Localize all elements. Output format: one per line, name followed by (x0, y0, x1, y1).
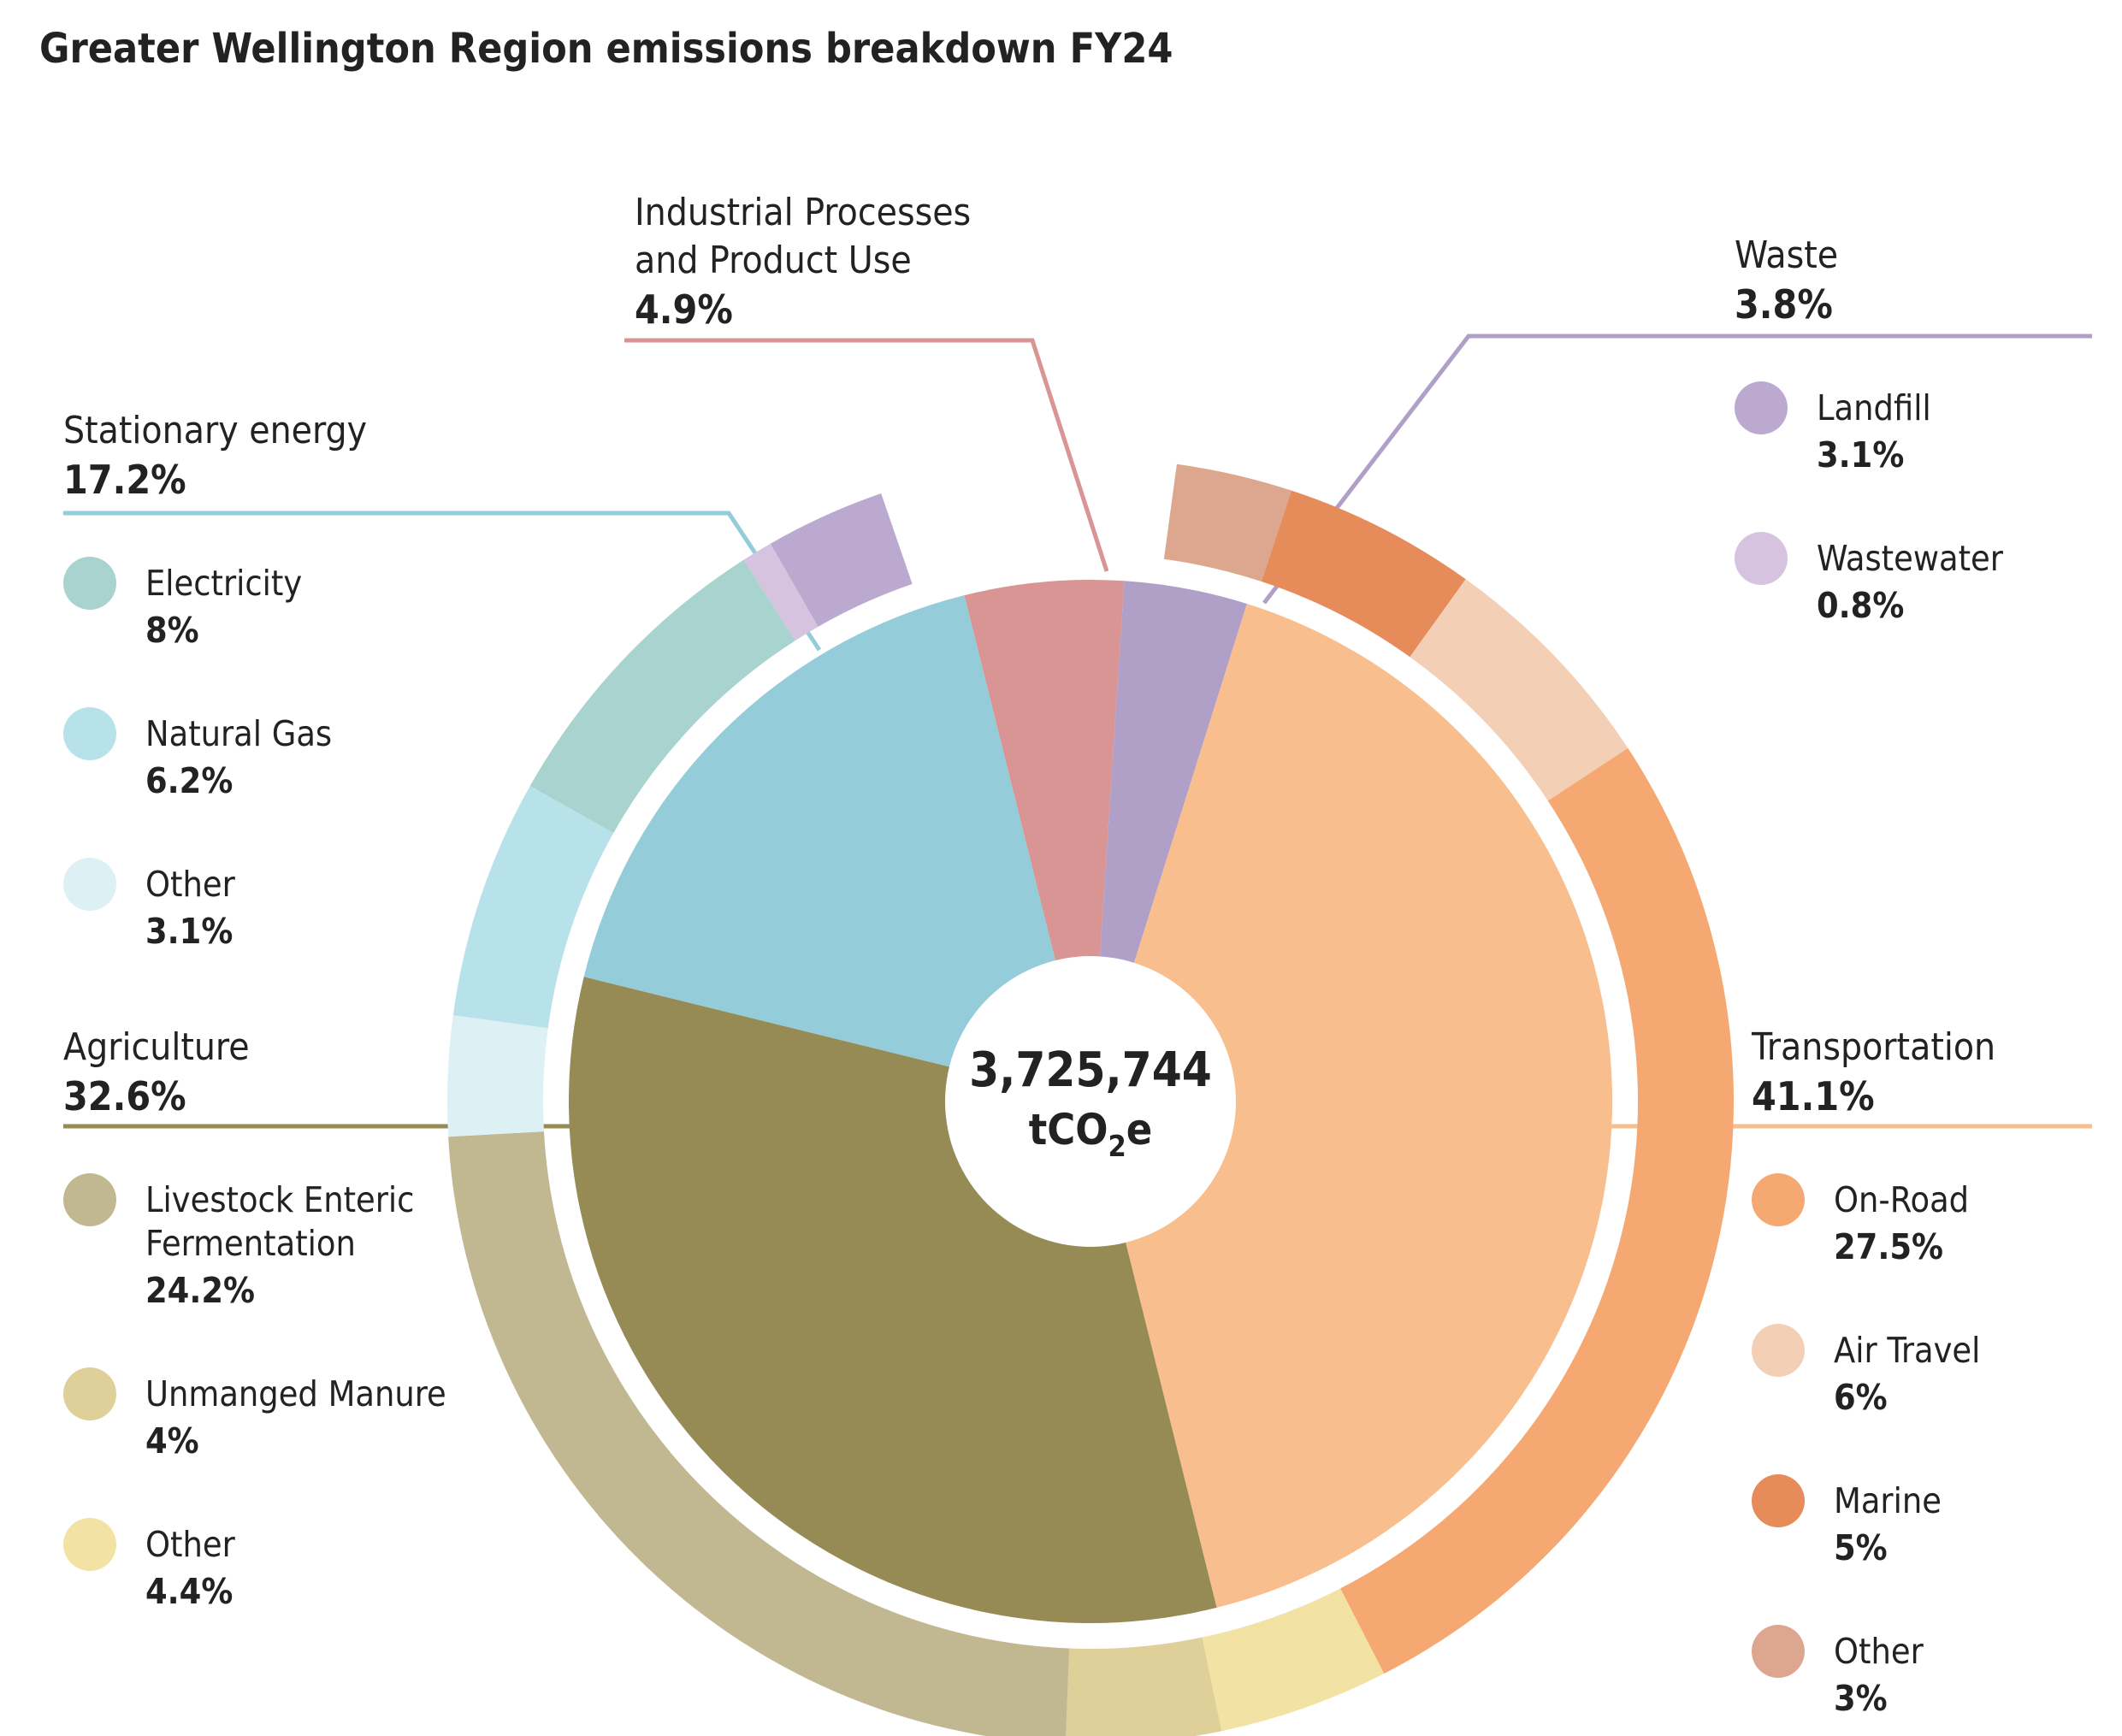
group-name-industrial: and Product Use (635, 239, 912, 282)
group-percent-agriculture: 32.6% (63, 1073, 186, 1119)
outer-ring (447, 464, 1734, 1736)
legend-percent: 4.4% (145, 1571, 233, 1612)
legend-item-stationary-2: Other 3.1% (63, 858, 236, 952)
legend-percent: 0.8% (1817, 585, 1904, 626)
ring-segment-waste-0 (770, 493, 913, 627)
legend-swatch (1752, 1324, 1805, 1377)
legend-item-transport-1: Air Travel 6% (1752, 1324, 1980, 1418)
group-name-agriculture: Agriculture (63, 1025, 250, 1069)
legend-label: Livestock Enteric (145, 1179, 414, 1220)
ring-segment-transport-0 (1340, 747, 1734, 1674)
legend-swatch (1752, 1474, 1805, 1527)
legend-swatch (1752, 1173, 1805, 1226)
legend-item-transport-2: Marine 5% (1752, 1474, 1942, 1568)
ring-segment-waste-1 (743, 543, 819, 641)
legend-label: Landfill (1817, 387, 1931, 428)
label-group-stationary: Stationary energy 17.2% Electricity 8% Natur… (63, 409, 367, 952)
center-total: 3,725,744 tCO2e (969, 1042, 1212, 1164)
ring-segment-agriculture-2 (1202, 1588, 1385, 1732)
legend-percent: 6% (1834, 1377, 1888, 1418)
group-name-stationary: Stationary energy (63, 409, 367, 452)
legend-swatch (63, 707, 116, 760)
legend-label: Other (1834, 1631, 1924, 1672)
group-name-industrial: Industrial Processes (635, 191, 971, 234)
group-percent-industrial: 4.9% (635, 286, 733, 333)
legend-item-agriculture-1: Unmanged Manure 4% (63, 1367, 446, 1461)
ring-segment-stationary-2 (447, 1015, 548, 1137)
legend-swatch (1735, 381, 1788, 434)
legend-item-stationary-1: Natural Gas 6.2% (63, 707, 332, 801)
legend-label: Other (145, 1524, 236, 1565)
legend-label: Electricity (145, 563, 302, 604)
ring-segment-stationary-1 (452, 786, 614, 1029)
ring-segment-agriculture-1 (1066, 1637, 1222, 1736)
group-percent-transport: 41.1% (1752, 1073, 1875, 1119)
legend-percent: 4% (145, 1420, 199, 1461)
legend-item-transport-3: Other 3% (1752, 1625, 1924, 1719)
legend-label: On-Road (1834, 1179, 1969, 1220)
legend-percent: 8% (145, 610, 199, 651)
pie-slice-stationary (583, 595, 1091, 1101)
ring-segment-transport-1 (1410, 579, 1628, 801)
pie-slice-transport (1091, 604, 1613, 1608)
legend-item-transport-0: On-Road 27.5% (1752, 1173, 1969, 1267)
legend-percent: 5% (1834, 1527, 1888, 1568)
group-name-transport: Transportation (1751, 1025, 1995, 1069)
legend-label: Unmanged Manure (145, 1373, 446, 1414)
legend-swatch (1752, 1625, 1805, 1678)
legend-swatch (63, 1518, 116, 1571)
legend-label: Air Travel (1834, 1330, 1980, 1371)
legend-percent: 3% (1834, 1678, 1888, 1719)
ring-segment-stationary-0 (529, 559, 795, 833)
legend-percent: 3.1% (1817, 434, 1904, 475)
legend-item-waste-1: Wastewater 0.8% (1735, 532, 2004, 626)
legend-percent: 3.1% (145, 911, 233, 952)
legend-swatch (1735, 532, 1788, 585)
legend-label: Fermentation (145, 1223, 356, 1264)
legend-label: Wastewater (1817, 538, 2004, 579)
legend-label: Marine (1834, 1480, 1942, 1521)
legend-swatch (63, 1173, 116, 1226)
group-name-waste: Waste (1735, 233, 1838, 277)
ring-segment-agriculture-0 (448, 1131, 1070, 1736)
chart-title: Greater Wellington Region emissions brea… (39, 25, 1173, 73)
group-percent-waste: 3.8% (1735, 281, 1833, 328)
legend-item-waste-0: Landfill 3.1% (1735, 381, 1931, 475)
legend-label: Other (145, 864, 236, 905)
ring-segment-transport-3 (1163, 464, 1292, 582)
legend-label: Natural Gas (145, 713, 332, 754)
total-unit: tCO2e (1029, 1105, 1153, 1164)
legend-swatch (63, 1367, 116, 1420)
legend-swatch (63, 557, 116, 610)
legend-percent: 24.2% (145, 1270, 255, 1311)
legend-item-agriculture-2: Other 4.4% (63, 1518, 236, 1612)
ring-segment-transport-2 (1261, 490, 1466, 658)
legend-item-stationary-0: Electricity 8% (63, 557, 302, 651)
legend-percent: 6.2% (145, 760, 233, 801)
legend-swatch (63, 858, 116, 911)
center-hole (945, 956, 1236, 1247)
total-value: 3,725,744 (969, 1042, 1212, 1098)
legend-percent: 27.5% (1834, 1226, 1943, 1267)
connector-industrial (624, 338, 1109, 572)
group-percent-stationary: 17.2% (63, 457, 186, 503)
